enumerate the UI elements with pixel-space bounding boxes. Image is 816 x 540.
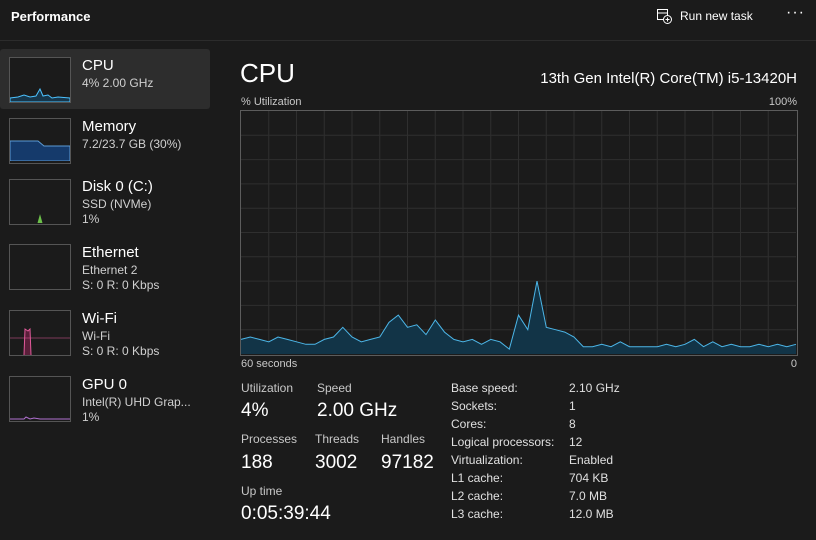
graph-time-label: 60 seconds (241, 358, 298, 370)
spec-label: Logical processors: (451, 435, 555, 449)
divider (0, 40, 816, 41)
gpu-thumb[interactable] (9, 376, 71, 422)
spec-value: 8 (569, 417, 576, 431)
spec-value: 12.0 MB (569, 507, 614, 521)
spec-value: Enabled (569, 453, 614, 467)
item-detail: Ethernet 2 (82, 263, 138, 277)
stat-value: 3002 (315, 452, 358, 473)
stat-value: 97182 (381, 452, 434, 473)
spec-label: Cores: (451, 417, 487, 431)
item-name[interactable]: GPU 0 (82, 376, 128, 393)
run-task-button[interactable]: Run new task (680, 9, 753, 23)
stat-label: Threads (315, 432, 360, 446)
page-title: Performance (11, 9, 91, 24)
cpu-graph (240, 110, 798, 356)
item-name[interactable]: CPU (82, 57, 114, 74)
graph-label: % Utilization (241, 96, 302, 108)
stat-value: 4% (241, 400, 269, 421)
stat-label: Processes (241, 432, 298, 446)
spec-label: L2 cache: (451, 489, 504, 503)
item-detail: 1% (82, 212, 100, 226)
graph-max-label: 100% (768, 96, 797, 108)
stat-label: Handles (381, 432, 426, 446)
wifi-thumb[interactable] (9, 310, 71, 356)
stat-label: Up time (241, 484, 283, 498)
item-detail: 1% (82, 410, 100, 424)
memory-thumb[interactable] (9, 118, 71, 164)
stat-label: Speed (317, 381, 352, 395)
spec-label: L3 cache: (451, 507, 504, 521)
spec-value: 1 (569, 399, 576, 413)
cpu-model: 13th Gen Intel(R) Core(TM) i5-13420H (540, 70, 797, 87)
item-detail: Intel(R) UHD Grap... (82, 395, 191, 409)
graph-end-label: 0 (790, 358, 797, 370)
stat-value: 0:05:39:44 (241, 503, 331, 524)
spec-value: 2.10 GHz (569, 381, 620, 395)
item-detail: S: 0 R: 0 Kbps (82, 278, 160, 292)
item-name[interactable]: Wi-Fi (82, 310, 117, 327)
stat-label: Utilization (241, 381, 294, 395)
item-detail: 7.2/23.7 GB (30%) (82, 137, 182, 151)
item-name[interactable]: Memory (82, 118, 137, 135)
main-title: CPU (240, 58, 295, 88)
item-name[interactable]: Ethernet (82, 244, 139, 261)
cpu-thumb[interactable] (9, 57, 71, 103)
utilization-line (240, 281, 797, 350)
stat-value: 188 (241, 452, 273, 473)
graph-border (240, 110, 798, 356)
item-detail: S: 0 R: 0 Kbps (82, 344, 160, 358)
utilization-area (241, 281, 796, 354)
ethernet-thumb[interactable] (9, 244, 71, 290)
item-name[interactable]: Disk 0 (C:) (82, 178, 153, 195)
item-detail: 4% 2.00 GHz (82, 76, 154, 90)
more-button[interactable]: ··· (786, 4, 805, 21)
spec-value: 704 KB (569, 471, 609, 485)
spec-label: L1 cache: (451, 471, 504, 485)
spec-value: 12 (569, 435, 583, 449)
disk-thumb[interactable] (9, 179, 71, 225)
item-detail: Wi-Fi (82, 329, 110, 343)
stat-value: 2.00 GHz (317, 400, 398, 421)
spec-label: Virtualization: (451, 453, 523, 467)
spec-value: 7.0 MB (569, 489, 608, 503)
spec-label: Sockets: (451, 399, 498, 413)
item-detail: SSD (NVMe) (82, 197, 152, 211)
spec-label: Base speed: (451, 381, 518, 395)
run-task-icon[interactable] (656, 8, 672, 24)
